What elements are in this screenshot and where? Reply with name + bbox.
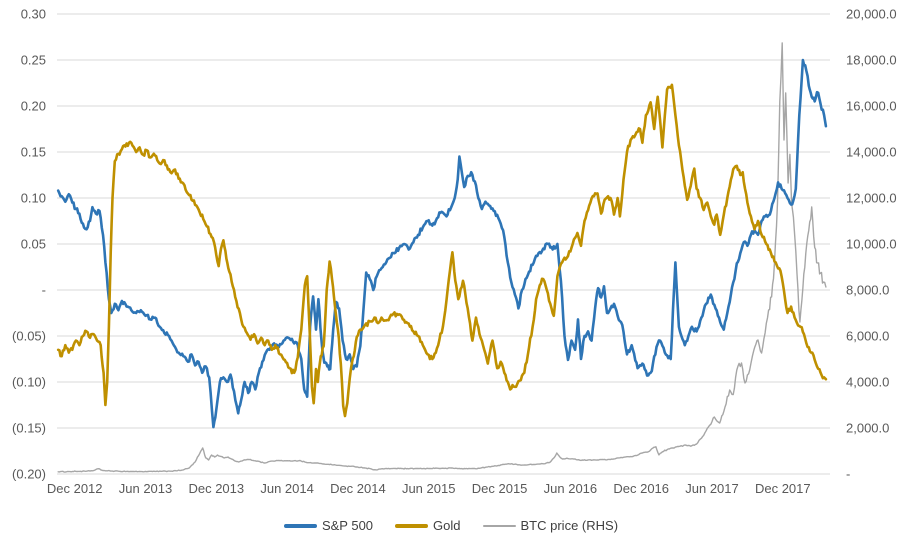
- left-axis-tick-label: (0.05): [12, 329, 46, 344]
- gridlines: [57, 13, 830, 475]
- right-axis-tick-label: 20,000.0: [846, 7, 897, 22]
- legend-swatch-btc-price-rhs: [482, 524, 516, 527]
- left-axis-labels: 0.30 0.25 0.20 0.15 0.10 0.05 - (0.05) (0.10) (0.…: [12, 7, 46, 482]
- left-axis-tick-label: 0.05: [21, 237, 46, 252]
- x-axis-tick-label: Dec 2015: [472, 481, 528, 496]
- x-axis-tick-label: Dec 2017: [755, 481, 811, 496]
- right-axis-tick-label: 14,000.0: [846, 145, 897, 160]
- x-axis-tick-label: Dec 2014: [330, 481, 386, 496]
- left-axis-tick-label: 0.30: [21, 7, 46, 22]
- series-line-s-p-500: [56, 58, 828, 429]
- x-axis-tick-label: Dec 2013: [188, 481, 244, 496]
- x-axis-tick-label: Jun 2016: [544, 481, 598, 496]
- series-line-gold: [56, 83, 828, 418]
- legend-item-btc-price-rhs: BTC price (RHS): [482, 518, 619, 533]
- right-axis-tick-label: 8,000.0: [846, 283, 889, 298]
- legend-label-btc-price-rhs: BTC price (RHS): [520, 518, 619, 533]
- left-axis-tick-label: 0.25: [21, 53, 46, 68]
- legend-label-s-p-500: S&P 500: [321, 518, 374, 533]
- left-axis-tick-label: 0.15: [21, 145, 46, 160]
- x-axis-tick-label: Jun 2013: [119, 481, 173, 496]
- chart-canvas: 0.30 0.25 0.20 0.15 0.10 0.05 - (0.05) (0.10) (0.…: [12, 7, 897, 497]
- left-axis-tick-label: 0.10: [21, 191, 46, 206]
- right-axis-tick-label: 12,000.0: [846, 191, 897, 206]
- left-axis-tick-label: (0.15): [12, 421, 46, 436]
- x-axis-tick-label: Dec 2016: [613, 481, 669, 496]
- legend-item-gold: Gold: [395, 518, 461, 533]
- legend-label-gold: Gold: [433, 518, 461, 533]
- legend-swatch-gold: [395, 523, 429, 528]
- left-axis-tick-label: 0.20: [21, 99, 46, 114]
- right-axis-tick-label: 6,000.0: [846, 329, 889, 344]
- legend: S&P 500 Gold BTC price (RHS): [0, 518, 902, 533]
- right-axis-tick-label: 16,000.0: [846, 99, 897, 114]
- right-axis-tick-label: 10,000.0: [846, 237, 897, 252]
- series-line-btc-price-rhs: [57, 42, 827, 473]
- x-axis-tick-label: Dec 2012: [47, 481, 103, 496]
- x-axis-tick-label: Jun 2014: [260, 481, 314, 496]
- legend-item-s-p-500: S&P 500: [283, 518, 374, 533]
- right-axis-tick-label: 2,000.0: [846, 421, 889, 436]
- right-axis-tick-label: 4,000.0: [846, 375, 889, 390]
- left-axis-tick-label: (0.10): [12, 375, 46, 390]
- right-axis-labels: 20,000.0 18,000.0 16,000.0 14,000.0 12,000.0…: [846, 7, 897, 482]
- x-axis-tick-label: Jun 2017: [685, 481, 739, 496]
- left-axis-tick-label: -: [42, 283, 46, 298]
- right-axis-tick-label: -: [846, 467, 850, 482]
- right-axis-tick-label: 18,000.0: [846, 53, 897, 68]
- x-axis-tick-label: Jun 2015: [402, 481, 456, 496]
- legend-swatch-s-p-500: [283, 523, 317, 528]
- x-axis-labels: Dec 2012 Jun 2013 Dec 2013 Jun 2014 Dec 2014…: [47, 481, 811, 496]
- left-axis-tick-label: (0.20): [12, 467, 46, 482]
